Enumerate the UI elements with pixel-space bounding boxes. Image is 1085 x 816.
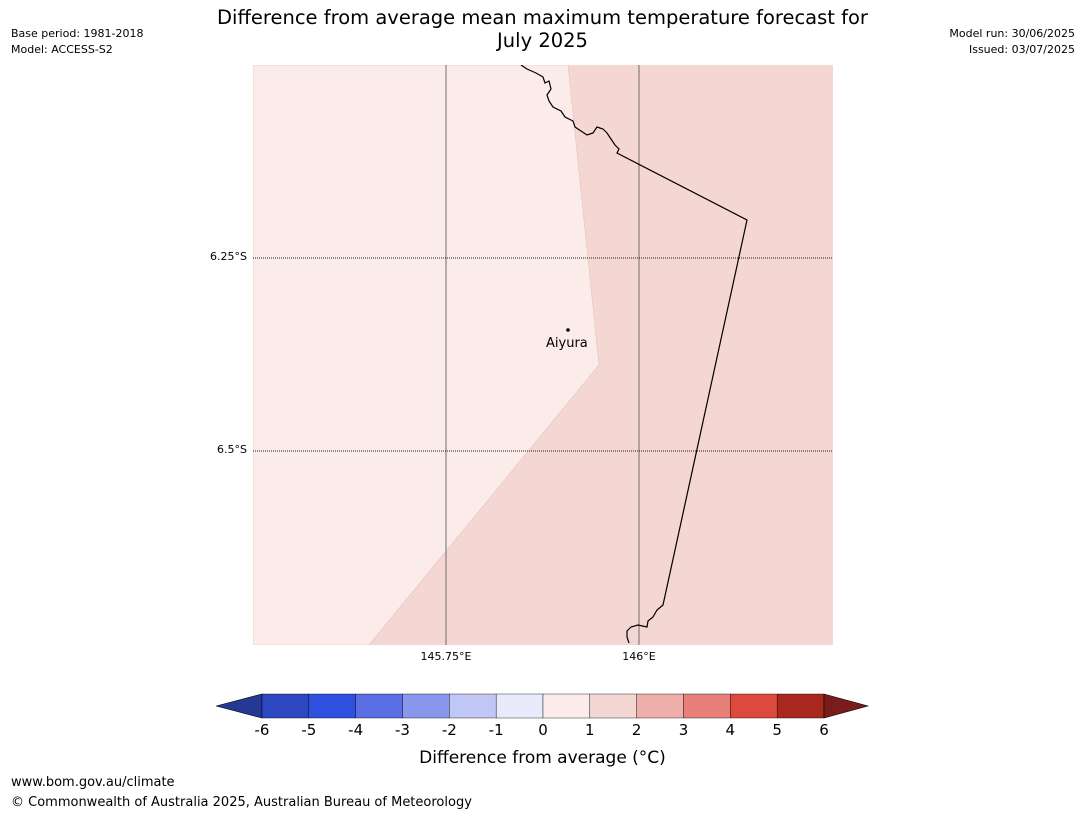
colorbar	[216, 692, 870, 720]
colorbar-segment	[730, 693, 778, 719]
lon-label-145-75: 145.75°E	[420, 650, 472, 663]
zone-0-to-1	[253, 65, 600, 645]
colorbar-segment	[308, 693, 356, 719]
lon-label-146: 146°E	[622, 650, 656, 663]
colorbar-tick-label: 5	[772, 721, 782, 739]
map-title: Difference from average mean maximum tem…	[0, 6, 1085, 52]
title-line-2: July 2025	[497, 29, 588, 52]
colorbar-segment	[355, 693, 403, 719]
colorbar-tick-label: -3	[395, 721, 410, 739]
metadata-left: Base period: 1981-2018 Model: ACCESS-S2	[11, 26, 143, 58]
colorbar-extend-high	[823, 693, 870, 719]
forecast-map	[253, 65, 833, 645]
colorbar-tick-label: 3	[678, 721, 689, 739]
model-text: Model: ACCESS-S2	[11, 43, 113, 56]
colorbar-segment	[261, 693, 310, 719]
issued-text: Issued: 03/07/2025	[968, 43, 1075, 56]
colorbar-segment	[683, 693, 731, 719]
boundary-line	[520, 65, 748, 644]
model-run-text: Model run: 30/06/2025	[949, 27, 1075, 40]
colorbar-tick-label: -5	[301, 721, 317, 739]
colorbar-tick-label: 2	[631, 721, 642, 739]
colorbar-segment	[402, 693, 450, 719]
colorbar-segment	[589, 693, 637, 719]
title-line-1: Difference from average mean maximum tem…	[217, 6, 868, 29]
colorbar-segment	[776, 693, 825, 719]
colorbar-svg	[216, 693, 870, 719]
metadata-right: Model run: 30/06/2025 Issued: 03/07/2025	[949, 26, 1075, 58]
colorbar-tick-label: -2	[441, 721, 457, 739]
colorbar-label: Difference from average (°C)	[419, 748, 666, 768]
colorbar-tick-label: 0	[538, 721, 548, 739]
colorbar-tick-label: -4	[348, 721, 364, 739]
aiyura-marker	[566, 328, 570, 332]
colorbar-segment	[636, 693, 684, 719]
colorbar-tick-label: -6	[254, 721, 270, 739]
colorbar-segment	[449, 693, 497, 719]
colorbar-segment	[495, 693, 544, 719]
colorbar-segment	[542, 693, 591, 719]
colorbar-tick-label: 1	[585, 721, 595, 739]
colorbar-tick-label: 4	[725, 721, 736, 739]
map-canvas	[253, 65, 833, 645]
footer-url: www.bom.gov.au/climate	[11, 775, 175, 790]
colorbar-tick-label: -1	[488, 721, 504, 739]
base-period-text: Base period: 1981-2018	[11, 27, 144, 40]
place-label-aiyura: Aiyura	[546, 336, 588, 351]
footer-copyright: © Commonwealth of Australia 2025, Austra…	[11, 795, 472, 810]
lat-label-6-25: 6.25°S	[210, 250, 247, 263]
colorbar-tick-label: 6	[819, 721, 829, 739]
colorbar-extend-low	[216, 693, 263, 719]
lat-label-6-5: 6.5°S	[217, 443, 247, 456]
